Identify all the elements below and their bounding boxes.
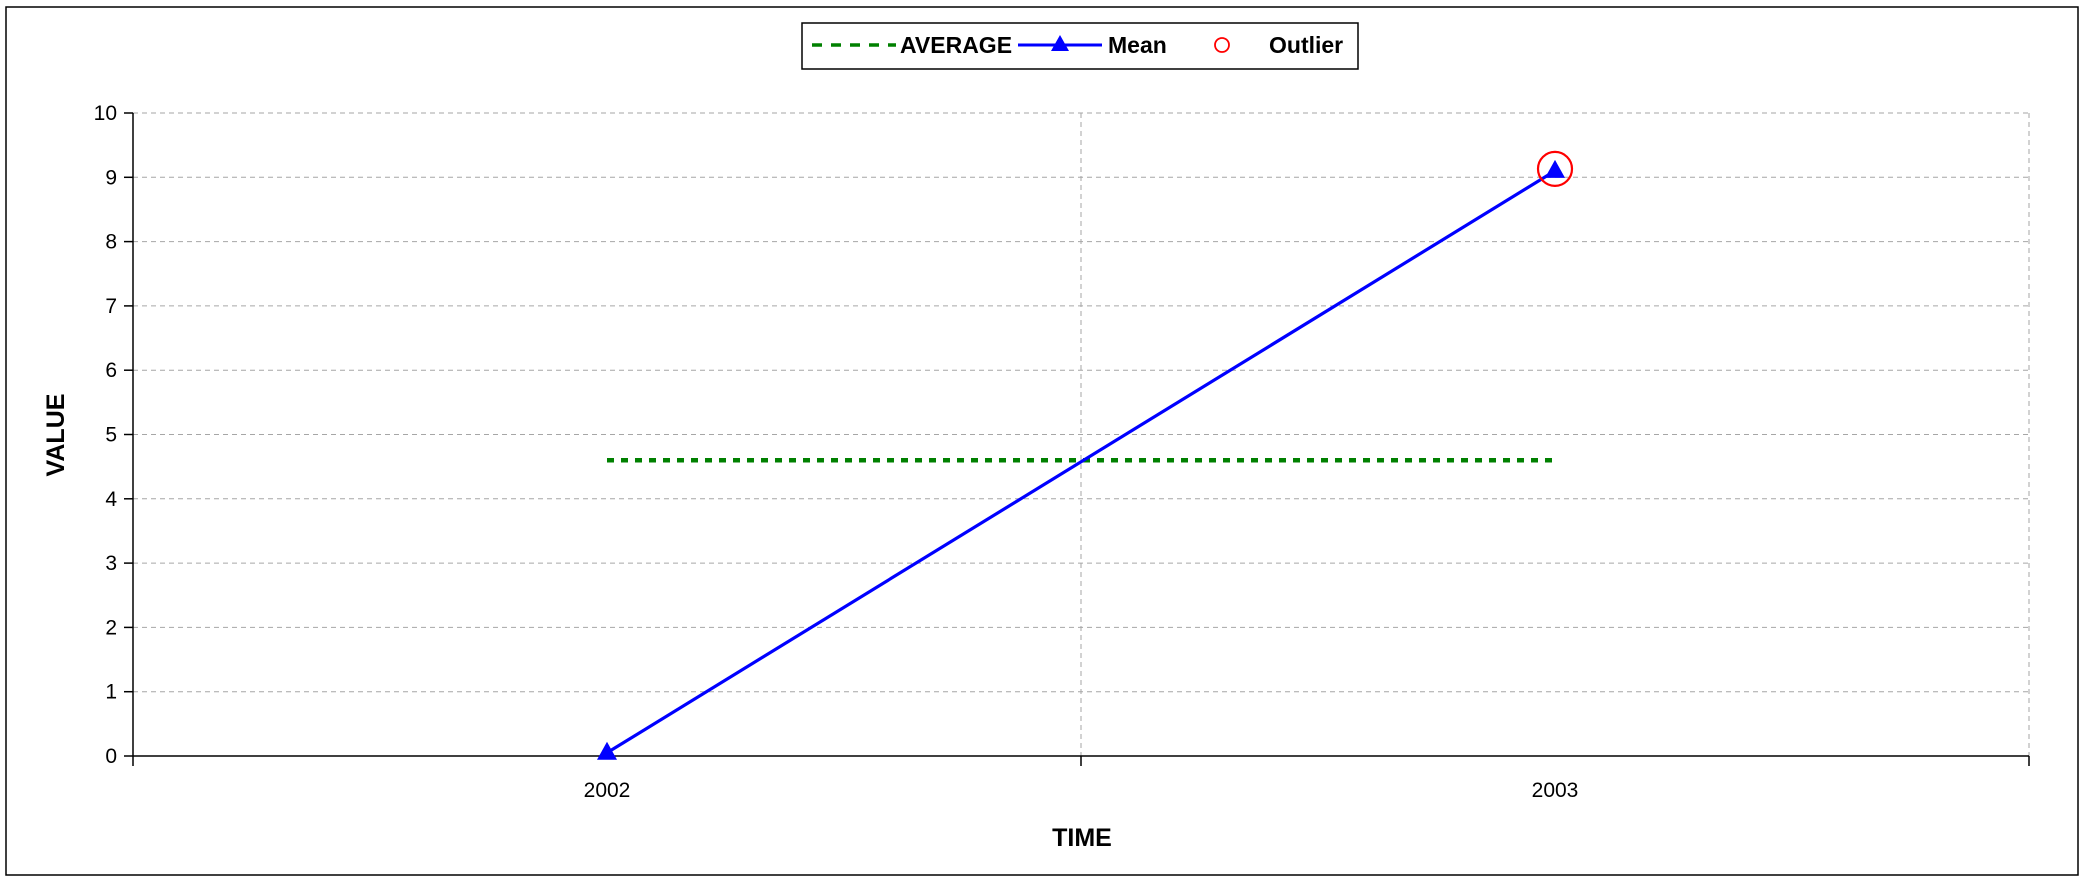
mean-line (606, 169, 1556, 755)
series (597, 150, 1574, 760)
legend-mean-marker (1051, 35, 1069, 51)
y-tick-label: 9 (105, 166, 117, 189)
legend-item-outlier: Outlier (1214, 32, 1343, 58)
legend-item-mean: Mean (1018, 32, 1167, 58)
mean-marker (597, 741, 617, 760)
axes (124, 112, 2030, 766)
y-tick-label: 7 (105, 295, 117, 318)
y-tick-label: 0 (105, 745, 117, 768)
y-tick-label: 2 (105, 616, 117, 639)
grid (133, 112, 2030, 756)
y-tick-label: 10 (94, 102, 117, 125)
y-tick-label: 4 (105, 488, 117, 511)
mean-marker (1545, 159, 1565, 178)
legend-item-average: AVERAGE (812, 32, 1012, 58)
x-axis-title: TIME (1052, 824, 1112, 852)
outlier-marker (1536, 150, 1574, 187)
y-tick-label: 3 (105, 552, 117, 575)
legend-label-mean: Mean (1108, 32, 1167, 58)
y-tick-label: 5 (105, 424, 117, 447)
legend: AVERAGE Mean Outlier (801, 22, 1359, 70)
y-tick-label: 8 (105, 231, 117, 254)
y-tick-label: 1 (105, 681, 117, 704)
legend-label-outlier: Outlier (1269, 32, 1343, 58)
x-tick-label: 2003 (1532, 779, 1579, 802)
legend-outlier-marker (1214, 37, 1230, 53)
legend-label-average: AVERAGE (900, 32, 1012, 58)
y-axis-title: VALUE (42, 394, 70, 477)
x-tick-label: 2002 (584, 779, 631, 802)
tick-labels: 0 1 2 3 4 5 6 7 8 9 10 2002 2003 (94, 102, 1579, 802)
y-tick-label: 6 (105, 359, 117, 382)
chart-border (5, 6, 2079, 876)
